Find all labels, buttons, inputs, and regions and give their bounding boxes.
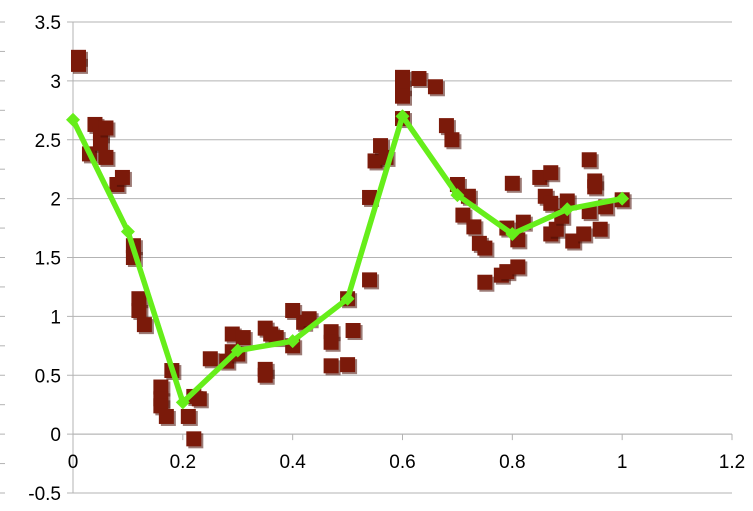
line-point bbox=[175, 395, 190, 410]
scatter-point bbox=[153, 379, 169, 395]
scatter-point bbox=[466, 219, 482, 235]
scatter-point bbox=[323, 334, 339, 350]
line-point bbox=[120, 224, 135, 239]
scatter-point bbox=[92, 135, 108, 151]
scatter-point bbox=[581, 152, 597, 168]
scatter-point bbox=[587, 179, 603, 195]
scatter-point bbox=[510, 259, 526, 275]
scatter-point bbox=[477, 240, 493, 256]
x-tick-label: 0 bbox=[68, 452, 79, 473]
x-tick-label: 0.2 bbox=[170, 452, 196, 473]
y-tick-label: 0 bbox=[50, 425, 61, 446]
scatter-point bbox=[235, 330, 251, 346]
scatter-point bbox=[131, 302, 147, 318]
scatter-point bbox=[180, 408, 196, 424]
scatter-point bbox=[455, 207, 471, 223]
scatter-point bbox=[543, 195, 559, 211]
x-tick-label: 0.4 bbox=[279, 452, 306, 473]
y-tick-label: 2.5 bbox=[35, 131, 61, 152]
scatter-point bbox=[114, 169, 130, 185]
scatter-point bbox=[373, 138, 389, 154]
scatter-point bbox=[186, 431, 202, 447]
scatter-point bbox=[323, 358, 339, 374]
scatter-series bbox=[70, 49, 632, 449]
line-point bbox=[340, 291, 355, 306]
scatter-point bbox=[395, 88, 410, 104]
scatter-point bbox=[345, 323, 361, 339]
tick-labels: -0.5 0 0.5 1 1.5 2 2.5 3 3.5 0 0.2 0.4 0.6 0.8 1 1.2 bbox=[28, 13, 745, 505]
scatter-point bbox=[257, 367, 273, 383]
axes bbox=[0, 21, 733, 494]
scatter-point bbox=[191, 391, 207, 407]
scatter-point bbox=[70, 56, 86, 72]
scatter-point bbox=[136, 317, 152, 333]
line-point bbox=[450, 188, 465, 203]
scatter-point bbox=[362, 272, 378, 288]
y-tick-label: 3 bbox=[50, 72, 61, 93]
y-tick-label: 2 bbox=[50, 190, 61, 211]
scatter-point bbox=[285, 302, 301, 318]
scatter-point bbox=[131, 291, 147, 307]
x-tick-label: 0.8 bbox=[499, 452, 525, 473]
y-tick-label: 3.5 bbox=[35, 13, 61, 34]
line-point bbox=[66, 112, 80, 127]
scatter-point bbox=[98, 149, 114, 165]
line-series bbox=[66, 109, 630, 410]
line-point bbox=[230, 343, 245, 358]
line-point bbox=[285, 334, 300, 349]
line-point bbox=[615, 191, 630, 206]
scatter-point bbox=[362, 189, 378, 205]
scatter-point bbox=[504, 175, 520, 191]
scatter-point bbox=[438, 118, 454, 134]
scatter-point bbox=[543, 165, 559, 181]
line-point bbox=[395, 109, 410, 124]
y-tick-label: 1 bbox=[50, 307, 61, 328]
line-point bbox=[560, 202, 575, 217]
scatter-point bbox=[559, 193, 575, 209]
scatter-point bbox=[576, 226, 592, 242]
x-tick-label: 1 bbox=[617, 452, 628, 473]
scatter-point bbox=[158, 408, 174, 424]
x-tick-label: 1.2 bbox=[719, 452, 745, 473]
scatter-point bbox=[202, 351, 218, 367]
y-tick-label: 0.5 bbox=[35, 366, 61, 387]
scatter-point bbox=[427, 79, 443, 95]
scatter-point bbox=[444, 132, 460, 148]
y-tick-label: 1.5 bbox=[35, 249, 61, 270]
scatter-point bbox=[477, 274, 493, 290]
scatter-point bbox=[98, 120, 114, 136]
line-point bbox=[505, 226, 520, 241]
scatter-point bbox=[592, 221, 608, 237]
scatter-point bbox=[411, 71, 427, 87]
y-tick-label: -0.5 bbox=[28, 484, 61, 505]
scatter-point bbox=[340, 357, 356, 373]
x-tick-label: 0.6 bbox=[389, 452, 415, 473]
